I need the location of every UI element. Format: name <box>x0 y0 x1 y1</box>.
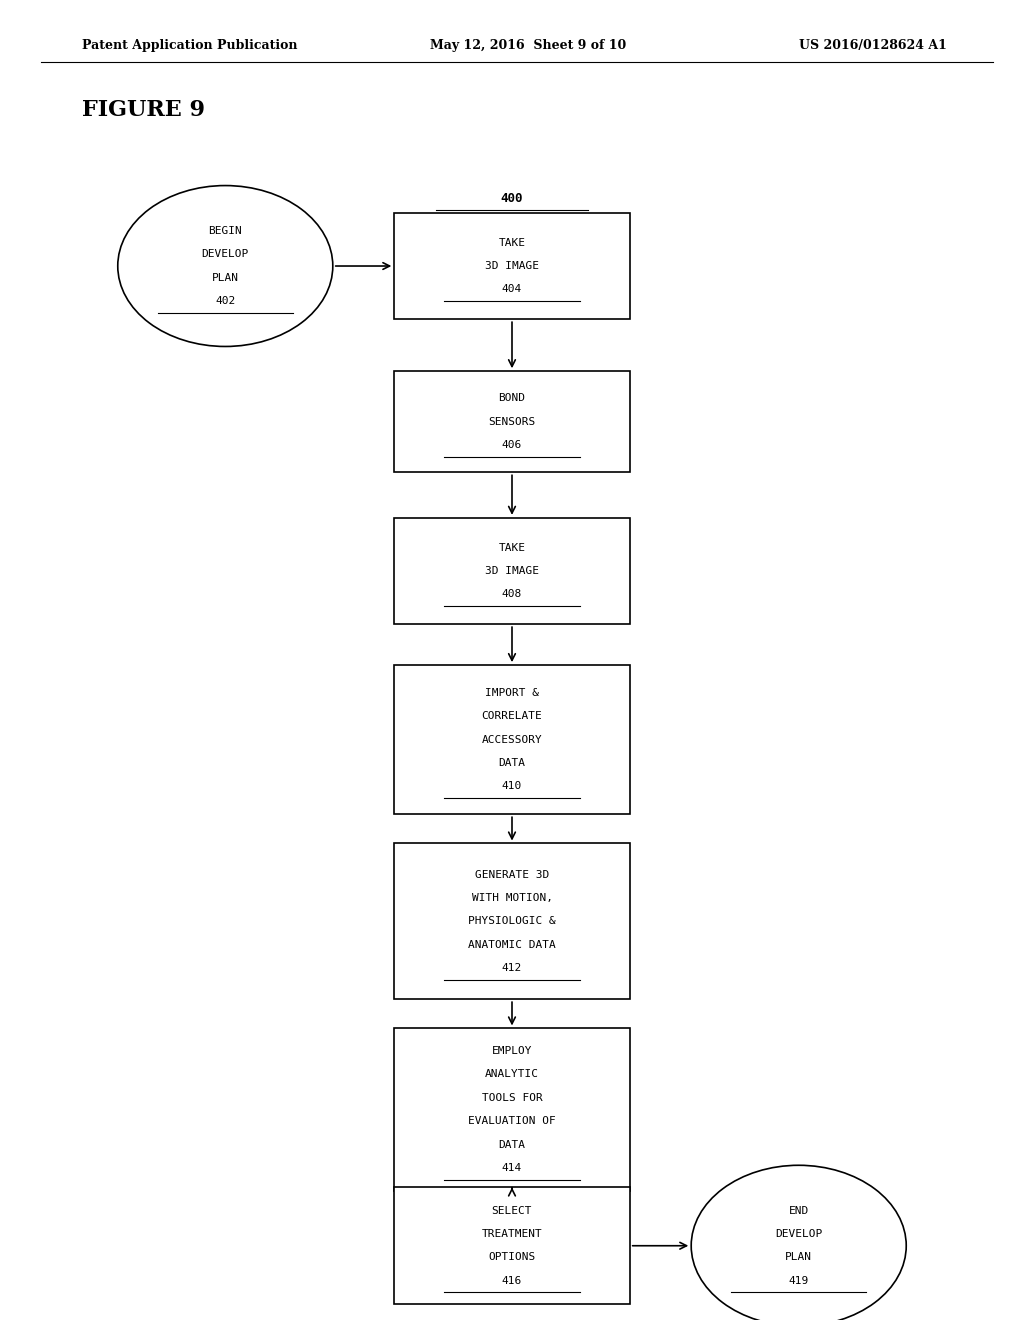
Text: BOND: BOND <box>499 393 525 404</box>
Text: WITH MOTION,: WITH MOTION, <box>471 892 553 903</box>
Text: EMPLOY: EMPLOY <box>492 1045 532 1056</box>
Text: TREATMENT: TREATMENT <box>481 1229 543 1239</box>
Text: TOOLS FOR: TOOLS FOR <box>481 1093 543 1102</box>
FancyBboxPatch shape <box>394 843 630 999</box>
Text: US 2016/0128624 A1: US 2016/0128624 A1 <box>799 38 946 51</box>
Text: DEVELOP: DEVELOP <box>775 1229 822 1239</box>
FancyBboxPatch shape <box>394 517 630 624</box>
Ellipse shape <box>118 186 333 346</box>
Text: END: END <box>788 1205 809 1216</box>
Text: 408: 408 <box>502 589 522 599</box>
Text: ANATOMIC DATA: ANATOMIC DATA <box>468 940 556 949</box>
Text: FIGURE 9: FIGURE 9 <box>82 99 205 121</box>
Text: DATA: DATA <box>499 758 525 768</box>
Text: 406: 406 <box>502 440 522 450</box>
Text: 400: 400 <box>501 191 523 205</box>
Text: 412: 412 <box>502 964 522 973</box>
FancyBboxPatch shape <box>394 665 630 814</box>
Text: PHYSIOLOGIC &: PHYSIOLOGIC & <box>468 916 556 927</box>
Text: IMPORT &: IMPORT & <box>485 688 539 698</box>
Text: DATA: DATA <box>499 1139 525 1150</box>
Text: OPTIONS: OPTIONS <box>488 1253 536 1262</box>
Text: 419: 419 <box>788 1275 809 1286</box>
Text: CORRELATE: CORRELATE <box>481 711 543 721</box>
Text: ANALYTIC: ANALYTIC <box>485 1069 539 1080</box>
Text: May 12, 2016  Sheet 9 of 10: May 12, 2016 Sheet 9 of 10 <box>430 38 627 51</box>
Text: SENSORS: SENSORS <box>488 417 536 426</box>
Text: PLAN: PLAN <box>212 273 239 282</box>
Text: 416: 416 <box>502 1275 522 1286</box>
Ellipse shape <box>691 1166 906 1320</box>
Text: ACCESSORY: ACCESSORY <box>481 735 543 744</box>
Text: 402: 402 <box>215 296 236 306</box>
FancyBboxPatch shape <box>394 371 630 473</box>
Text: 3D IMAGE: 3D IMAGE <box>485 261 539 271</box>
Text: Patent Application Publication: Patent Application Publication <box>82 38 297 51</box>
Text: TAKE: TAKE <box>499 238 525 248</box>
FancyBboxPatch shape <box>394 1028 630 1191</box>
Text: BEGIN: BEGIN <box>209 226 242 236</box>
Text: 410: 410 <box>502 781 522 792</box>
Text: EVALUATION OF: EVALUATION OF <box>468 1117 556 1126</box>
FancyBboxPatch shape <box>394 1187 630 1304</box>
Text: DEVELOP: DEVELOP <box>202 249 249 259</box>
Text: SELECT: SELECT <box>492 1205 532 1216</box>
Text: 414: 414 <box>502 1163 522 1173</box>
Text: GENERATE 3D: GENERATE 3D <box>475 870 549 879</box>
Text: PLAN: PLAN <box>785 1253 812 1262</box>
FancyBboxPatch shape <box>394 213 630 319</box>
Text: 404: 404 <box>502 284 522 294</box>
Text: 3D IMAGE: 3D IMAGE <box>485 566 539 576</box>
Text: TAKE: TAKE <box>499 543 525 553</box>
